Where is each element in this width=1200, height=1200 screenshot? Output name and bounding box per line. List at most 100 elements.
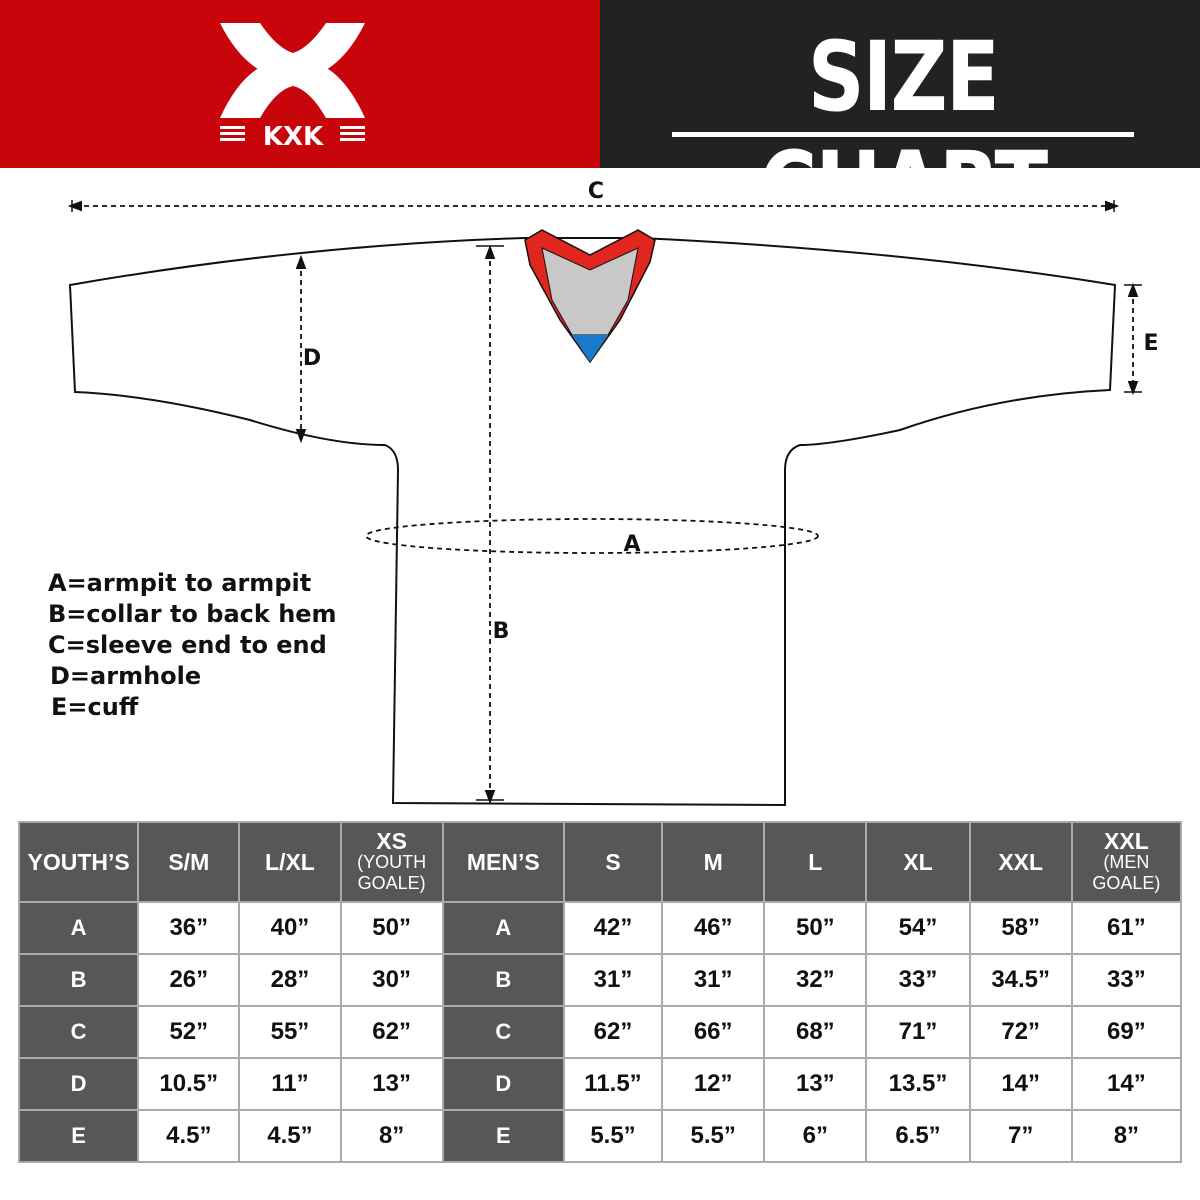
measurement-value: 36”: [137, 901, 241, 955]
measurement-value: 7”: [968, 1109, 1073, 1163]
measurement-value: 54”: [865, 901, 971, 955]
measurement-value: 69”: [1070, 1005, 1183, 1059]
men-header: MEN’S: [441, 821, 565, 903]
label-a: A: [623, 532, 640, 557]
measurement-value: 40”: [238, 901, 342, 955]
measurement-key: B: [17, 953, 140, 1007]
measurement-value: 4.5”: [137, 1109, 241, 1163]
measurement-value: 6.5”: [865, 1109, 971, 1163]
legend-item: E=cuff: [51, 693, 139, 721]
table-row: D 10.5” 11” 13” D 11.5” 12” 13” 13.5” 14” 14”: [17, 1057, 1183, 1111]
size-label: M: [703, 849, 723, 875]
measurement-value: 14”: [1070, 1057, 1183, 1111]
measurement-key: D: [17, 1057, 140, 1111]
measurement-key: C: [441, 1005, 565, 1059]
measurement-key: D: [441, 1057, 565, 1111]
size-sublabel: (YOUTH GOALE): [357, 852, 427, 893]
measurement-value: 13”: [339, 1057, 444, 1111]
size-header: S: [562, 821, 664, 903]
table-row: B 26” 28” 30” B 31” 31” 32” 33” 34.5” 33”: [17, 953, 1183, 1007]
measurement-value: 14”: [968, 1057, 1073, 1111]
measurement-value: 72”: [968, 1005, 1073, 1059]
table-row: C 52” 55” 62” C 62” 66” 68” 71” 72” 69”: [17, 1005, 1183, 1059]
size-label: XL: [903, 849, 933, 875]
label-b: B: [493, 619, 510, 644]
measurement-value: 11”: [238, 1057, 342, 1111]
size-label: L/XL: [265, 849, 315, 875]
title-underline: [672, 132, 1134, 137]
measurement-value: 58”: [968, 901, 1073, 955]
measurement-key: A: [441, 901, 565, 955]
measurement-value: 42”: [562, 901, 664, 955]
measurement-value: 32”: [763, 953, 868, 1007]
measurement-value: 50”: [339, 901, 444, 955]
measurement-key: C: [17, 1005, 140, 1059]
measurement-value: 61”: [1070, 901, 1183, 955]
measurement-value: 5.5”: [661, 1109, 766, 1163]
jersey-diagram: C D B E A: [67, 179, 1159, 807]
size-header: XXL: [968, 821, 1073, 903]
measurement-legend: A=armpit to armpit B=collar to back hem …: [48, 568, 337, 723]
size-sublabel: (MEN GOALE): [1092, 852, 1161, 893]
kxk-logo: KXK: [220, 23, 365, 148]
size-label: L: [808, 849, 823, 875]
measurement-value: 68”: [763, 1005, 868, 1059]
dimension-a: [365, 518, 819, 554]
size-header: M: [661, 821, 766, 903]
title-banner: [600, 0, 1200, 168]
measurement-value: 12”: [661, 1057, 766, 1111]
size-label: XXL: [1104, 828, 1149, 854]
measurement-value: 10.5”: [137, 1057, 241, 1111]
size-header: L/XL: [238, 821, 342, 903]
measurement-key: E: [441, 1109, 565, 1163]
legend-item: D=armhole: [50, 662, 202, 690]
svg-text:KXK: KXK: [263, 122, 324, 148]
measurement-value: 28”: [238, 953, 342, 1007]
measurement-value: 33”: [865, 953, 971, 1007]
measurement-value: 13.5”: [865, 1057, 971, 1111]
legend-item: B=collar to back hem: [48, 600, 337, 628]
measurement-value: 50”: [763, 901, 868, 955]
measurement-value: 6”: [763, 1109, 868, 1163]
measurement-value: 46”: [661, 901, 766, 955]
legend-item: A=armpit to armpit: [48, 569, 312, 597]
size-header: S/M: [137, 821, 241, 903]
measurement-value: 11.5”: [562, 1057, 664, 1111]
measurement-value: 71”: [865, 1005, 971, 1059]
measurement-key: B: [441, 953, 565, 1007]
label-e: E: [1143, 331, 1158, 356]
measurement-key: A: [17, 901, 140, 955]
header-row: YOUTH’S S/M L/XL XS (YOUTH GOALE) MEN’S S M L XL X…: [17, 821, 1183, 903]
measurement-value: 13”: [763, 1057, 868, 1111]
table-row: A 36” 40” 50” A 42” 46” 50” 54” 58” 61”: [17, 901, 1183, 955]
size-label: S/M: [168, 849, 210, 875]
measurement-key: E: [17, 1109, 140, 1163]
size-header: XS (YOUTH GOALE): [339, 821, 444, 903]
measurement-value: 31”: [661, 953, 766, 1007]
label-c: C: [588, 179, 604, 204]
measurement-value: 8”: [339, 1109, 444, 1163]
measurement-value: 26”: [137, 953, 241, 1007]
label-d: D: [303, 346, 321, 371]
table-row: E 4.5” 4.5” 8” E 5.5” 5.5” 6” 6.5” 7” 8”: [17, 1109, 1183, 1163]
page-title: SIZE CHART: [759, 21, 1048, 243]
measurement-value: 4.5”: [238, 1109, 342, 1163]
measurement-value: 31”: [562, 953, 664, 1007]
size-header: XXL (MEN GOALE): [1070, 821, 1183, 903]
size-header: L: [763, 821, 868, 903]
measurement-value: 52”: [137, 1005, 241, 1059]
legend-item: C=sleeve end to end: [48, 631, 327, 659]
measurement-value: 62”: [562, 1005, 664, 1059]
measurement-value: 8”: [1070, 1109, 1183, 1163]
youth-header: YOUTH’S: [17, 821, 140, 903]
size-label: S: [605, 849, 621, 875]
size-label: XS: [376, 828, 407, 854]
size-header: XL: [865, 821, 971, 903]
measurement-value: 30”: [339, 953, 444, 1007]
measurement-value: 5.5”: [562, 1109, 664, 1163]
measurement-value: 34.5”: [968, 953, 1073, 1007]
size-label: XXL: [998, 849, 1044, 875]
measurement-value: 55”: [238, 1005, 342, 1059]
size-table: YOUTH’S S/M L/XL XS (YOUTH GOALE) MEN’S S M L XL X…: [17, 821, 1183, 1163]
measurement-value: 33”: [1070, 953, 1183, 1007]
